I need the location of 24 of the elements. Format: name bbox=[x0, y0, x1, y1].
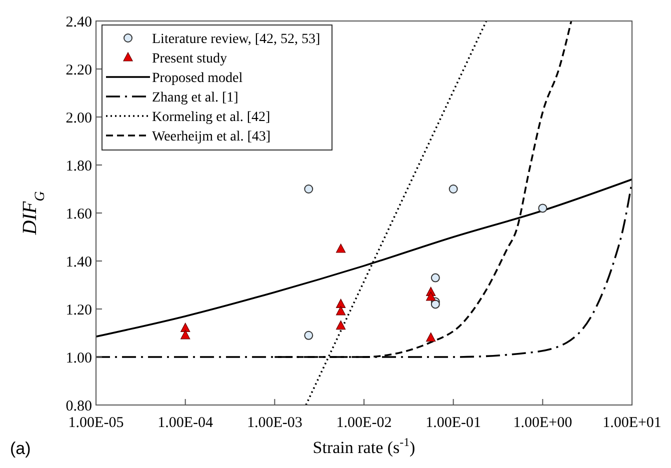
legend-label: Proposed model bbox=[152, 70, 243, 86]
x-tick-label: 1.00E-04 bbox=[158, 415, 214, 431]
x-tick-label: 1.00E+00 bbox=[513, 415, 572, 431]
x-tick-label: 1.00E-05 bbox=[68, 415, 124, 431]
y-tick-label: 2.40 bbox=[66, 14, 92, 30]
y-tick-label: 1.00 bbox=[66, 350, 92, 366]
x-tick-label: 1.00E-01 bbox=[426, 415, 482, 431]
text: (a) bbox=[10, 439, 31, 458]
legend-label: Present study bbox=[152, 51, 228, 66]
y-tick-label: 2.20 bbox=[66, 62, 92, 78]
y-tick-label: 1.80 bbox=[66, 158, 92, 174]
x-tick-label: 1.00E-02 bbox=[336, 415, 392, 431]
y-tick-label: 1.60 bbox=[66, 206, 92, 222]
y-tick-label: 2.00 bbox=[66, 110, 92, 126]
legend-label: Zhang et al. [1] bbox=[152, 90, 238, 106]
legend-label: Literature review, [42, 52, 53] bbox=[152, 32, 320, 47]
legend-label: Weerheijm et al. [43] bbox=[152, 129, 271, 144]
x-axis-title: Strain rate (s$^{-1}$) bbox=[312, 435, 416, 457]
legend-label: Kormeling et al. [42] bbox=[152, 110, 270, 125]
y-tick-label: 1.40 bbox=[66, 254, 92, 270]
x-tick-label: 1.00E-03 bbox=[246, 415, 302, 431]
y-tick-label: 1.20 bbox=[66, 302, 92, 318]
y-tick-label: 0.80 bbox=[66, 398, 92, 414]
x-tick-label: 1.00E+01 bbox=[602, 415, 662, 431]
